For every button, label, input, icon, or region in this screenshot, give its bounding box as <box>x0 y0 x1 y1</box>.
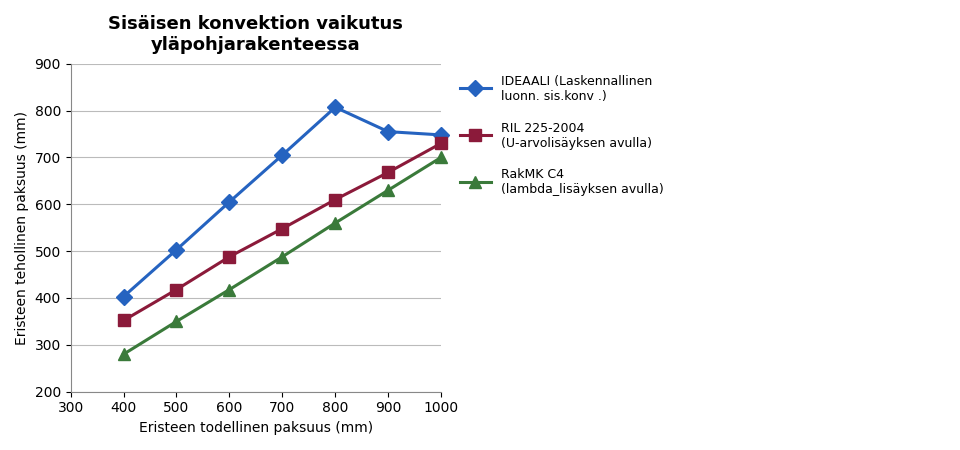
Y-axis label: Eristeen tehollinen paksuus (mm): Eristeen tehollinen paksuus (mm) <box>15 111 29 345</box>
Title: Sisäisen konvektion vaikutus
yläpohjarakenteessa: Sisäisen konvektion vaikutus yläpohjarak… <box>108 15 403 54</box>
Legend: IDEAALI (Laskennallinen
luonn. sis.konv .), RIL 225-2004
(U-arvolisäyksen avulla: IDEAALI (Laskennallinen luonn. sis.konv … <box>455 70 669 202</box>
X-axis label: Eristeen todellinen paksuus (mm): Eristeen todellinen paksuus (mm) <box>139 421 372 435</box>
